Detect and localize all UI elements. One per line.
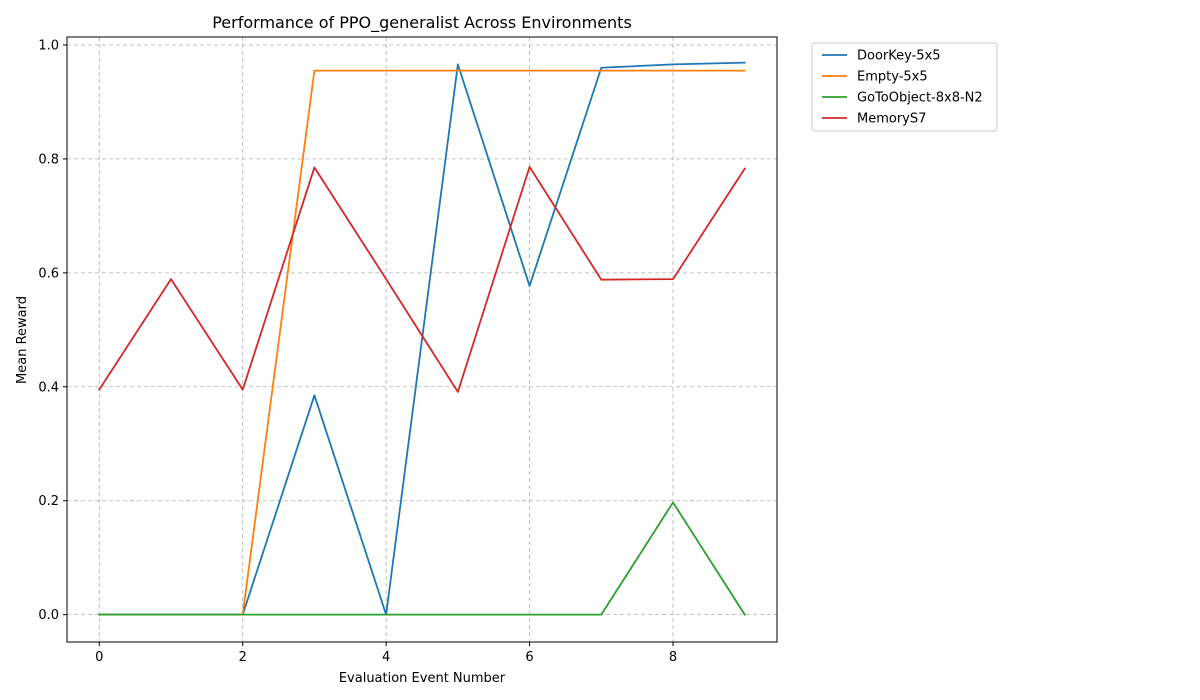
legend-label: DoorKey-5x5	[857, 49, 941, 64]
series-line-2	[98, 501, 746, 616]
grid	[67, 37, 777, 642]
series-line-3	[98, 165, 746, 393]
x-axis-ticks: 0 2 4 6 8	[95, 642, 677, 665]
x-tick-label: 8	[669, 650, 677, 665]
legend-label: GoToObject-8x8-N2	[857, 91, 983, 106]
y-tick-label: 1.0	[38, 38, 59, 53]
y-axis-label: Mean Reward	[15, 296, 30, 384]
y-axis-ticks: 0.0 0.2 0.4 0.6 0.8 1.0	[38, 38, 67, 623]
chart-title: Performance of PPO_generalist Across Env…	[212, 13, 632, 33]
x-tick-label: 2	[239, 650, 247, 665]
series-lines	[98, 61, 746, 616]
legend: DoorKey-5x5 Empty-5x5 GoToObject-8x8-N2 Mem…	[811, 42, 998, 132]
y-tick-label: 0.0	[38, 608, 59, 623]
y-tick-label: 0.6	[38, 266, 59, 281]
y-tick-label: 0.8	[38, 152, 59, 167]
y-tick-label: 0.2	[38, 494, 59, 509]
legend-label: MemoryS7	[857, 112, 926, 127]
x-tick-label: 6	[525, 650, 533, 665]
x-tick-label: 0	[95, 650, 103, 665]
plot-frame	[66, 36, 778, 643]
legend-box	[811, 42, 998, 132]
legend-label: Empty-5x5	[857, 70, 928, 85]
series-line-0	[98, 61, 746, 616]
y-tick-label: 0.4	[38, 380, 59, 395]
x-tick-label: 4	[382, 650, 390, 665]
x-axis-label: Evaluation Event Number	[339, 671, 506, 686]
